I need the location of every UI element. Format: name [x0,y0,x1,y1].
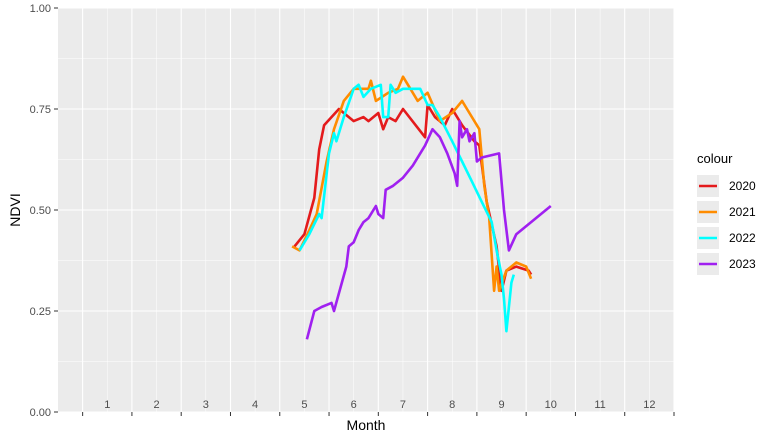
x-axis [82,412,675,416]
x-tick-label: 10 [545,399,557,411]
x-tick-label: 4 [252,399,258,411]
y-tick-label: 0.00 [30,407,51,419]
x-tick-label: 9 [498,399,504,411]
y-tick-label: 0.25 [30,306,51,318]
y-tick-label: 0.50 [30,205,51,217]
legend-label-2023: 2023 [729,257,756,271]
grid-major [58,7,675,413]
x-tick-label: 11 [594,399,605,411]
x-tick-label: 1 [104,399,110,411]
y-axis: 0.00 0.25 0.50 0.75 1.00 [30,3,58,419]
legend: colour 2020 2021 2022 2023 [697,151,756,275]
x-tick-label: 2 [153,399,159,411]
x-tick-labels: 1 2 3 4 5 6 7 8 9 10 11 12 [104,399,655,411]
x-tick-label: 12 [643,399,655,411]
x-tick-label: 6 [351,399,357,411]
x-tick-label: 5 [301,399,307,411]
x-tick-label: 3 [203,399,209,411]
legend-label-2021: 2021 [729,205,756,219]
y-axis-title: NDVI [7,193,23,226]
x-tick-label: 8 [449,399,455,411]
series-line-2021 [291,75,533,293]
y-tick-label: 1.00 [30,3,51,15]
series-line-2022 [298,83,516,333]
legend-title: colour [697,151,733,166]
y-tick-label: 0.75 [30,104,51,116]
series-line-2023 [305,119,552,340]
legend-label-2020: 2020 [729,179,756,193]
x-axis-title: Month [347,417,386,433]
series-layer [291,75,552,340]
legend-label-2022: 2022 [729,231,756,245]
x-tick-label: 7 [400,399,406,411]
